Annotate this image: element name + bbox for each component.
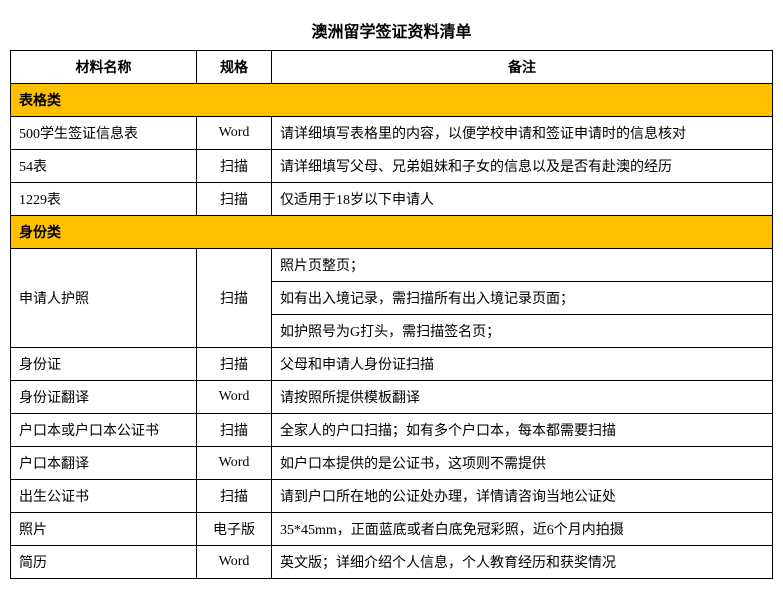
cell-spec: Word	[197, 117, 272, 150]
section-label: 表格类	[11, 84, 773, 117]
cell-name: 54表	[11, 150, 197, 183]
section-label: 身份类	[11, 216, 773, 249]
cell-name: 身份证	[11, 348, 197, 381]
cell-note: 如有出入境记录，需扫描所有出入境记录页面；	[272, 282, 773, 315]
cell-name: 照片	[11, 513, 197, 546]
table-row: 1229表扫描仅适用于18岁以下申请人	[11, 183, 773, 216]
checklist-table: 材料名称 规格 备注 表格类500学生签证信息表Word请详细填写表格里的内容，…	[10, 50, 773, 579]
cell-name: 1229表	[11, 183, 197, 216]
cell-note: 英文版；详细介绍个人信息，个人教育经历和获奖情况	[272, 546, 773, 579]
cell-spec: 扫描	[197, 348, 272, 381]
cell-spec: 扫描	[197, 249, 272, 348]
cell-spec: 扫描	[197, 183, 272, 216]
cell-spec: Word	[197, 381, 272, 414]
cell-name: 简历	[11, 546, 197, 579]
cell-note: 请按照所提供模板翻译	[272, 381, 773, 414]
table-row: 500学生签证信息表Word请详细填写表格里的内容，以便学校申请和签证申请时的信…	[11, 117, 773, 150]
table-row: 户口本翻译Word如户口本提供的是公证书，这项则不需提供	[11, 447, 773, 480]
cell-spec: Word	[197, 447, 272, 480]
header-spec: 规格	[197, 51, 272, 84]
cell-spec: 扫描	[197, 414, 272, 447]
cell-note: 请到户口所在地的公证处办理，详情请咨询当地公证处	[272, 480, 773, 513]
table-row: 简历Word英文版；详细介绍个人信息，个人教育经历和获奖情况	[11, 546, 773, 579]
cell-note: 请详细填写父母、兄弟姐妹和子女的信息以及是否有赴澳的经历	[272, 150, 773, 183]
cell-note: 照片页整页；	[272, 249, 773, 282]
cell-note: 仅适用于18岁以下申请人	[272, 183, 773, 216]
header-note: 备注	[272, 51, 773, 84]
cell-note: 如护照号为G打头，需扫描签名页；	[272, 315, 773, 348]
cell-name: 出生公证书	[11, 480, 197, 513]
table-row: 身份证翻译Word请按照所提供模板翻译	[11, 381, 773, 414]
cell-note: 全家人的户口扫描；如有多个户口本，每本都需要扫描	[272, 414, 773, 447]
cell-note: 请详细填写表格里的内容，以便学校申请和签证申请时的信息核对	[272, 117, 773, 150]
cell-name: 身份证翻译	[11, 381, 197, 414]
table-row: 身份证扫描父母和申请人身份证扫描	[11, 348, 773, 381]
table-row: 照片电子版35*45mm，正面蓝底或者白底免冠彩照，近6个月内拍摄	[11, 513, 773, 546]
cell-spec: 扫描	[197, 150, 272, 183]
cell-note: 如户口本提供的是公证书，这项则不需提供	[272, 447, 773, 480]
section-header: 表格类	[11, 84, 773, 117]
cell-name: 户口本翻译	[11, 447, 197, 480]
cell-spec: 扫描	[197, 480, 272, 513]
header-name: 材料名称	[11, 51, 197, 84]
table-row: 申请人护照扫描照片页整页；	[11, 249, 773, 282]
cell-spec: Word	[197, 546, 272, 579]
table-row: 户口本或户口本公证书扫描全家人的户口扫描；如有多个户口本，每本都需要扫描	[11, 414, 773, 447]
table-row: 54表扫描请详细填写父母、兄弟姐妹和子女的信息以及是否有赴澳的经历	[11, 150, 773, 183]
cell-name: 户口本或户口本公证书	[11, 414, 197, 447]
cell-spec: 电子版	[197, 513, 272, 546]
document-container: 澳洲留学签证资料清单 材料名称 规格 备注 表格类500学生签证信息表Word请…	[10, 10, 773, 579]
table-row: 出生公证书扫描请到户口所在地的公证处办理，详情请咨询当地公证处	[11, 480, 773, 513]
cell-note: 35*45mm，正面蓝底或者白底免冠彩照，近6个月内拍摄	[272, 513, 773, 546]
cell-name: 500学生签证信息表	[11, 117, 197, 150]
page-title: 澳洲留学签证资料清单	[10, 10, 773, 50]
cell-note: 父母和申请人身份证扫描	[272, 348, 773, 381]
cell-name: 申请人护照	[11, 249, 197, 348]
header-row: 材料名称 规格 备注	[11, 51, 773, 84]
section-header: 身份类	[11, 216, 773, 249]
